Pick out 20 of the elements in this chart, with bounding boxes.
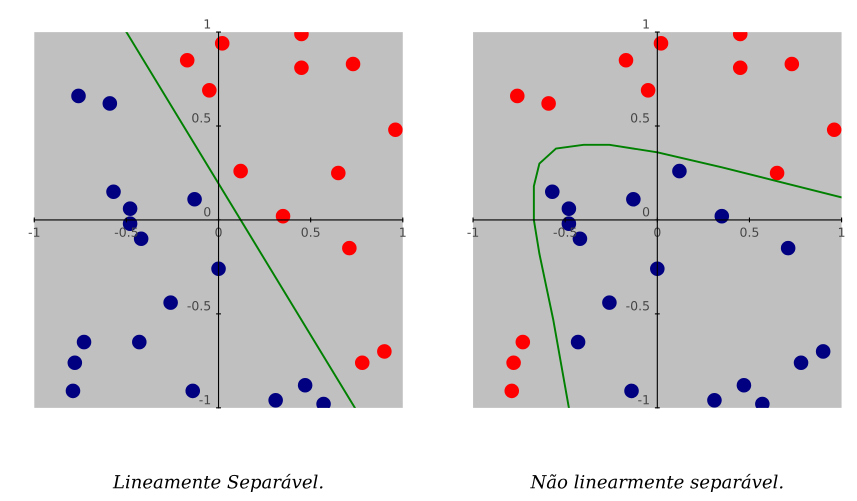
- x-tick-label: -0.5: [114, 227, 138, 237]
- x-tick-label: 0.5: [302, 227, 320, 237]
- x-tick-label: -0.5: [554, 227, 576, 237]
- y-tick-label: -1: [638, 395, 649, 404]
- text: Lineamente Separável.: [112, 474, 322, 492]
- y-tick-label: 0.5: [192, 113, 210, 123]
- x-tick-label: 1: [838, 228, 844, 237]
- y-tick-label: 0.5: [630, 113, 649, 123]
- y-tick-label: 0: [204, 207, 210, 217]
- y-tick-label: 1: [204, 19, 210, 28]
- y-tick-label: -0.5: [626, 301, 649, 310]
- y-tick-label: -1: [199, 395, 210, 404]
- x-tick-label: -1: [28, 228, 40, 237]
- text: Não linearmente separável.: [530, 474, 782, 492]
- y-tick-label: 0: [642, 207, 650, 217]
- x-tick-label: -1: [467, 228, 478, 237]
- y-tick-label: -0.5: [187, 301, 210, 310]
- x-tick-label: 1: [400, 228, 406, 237]
- y-tick-label: 1: [643, 19, 649, 28]
- x-tick-label: 0.5: [740, 227, 758, 237]
